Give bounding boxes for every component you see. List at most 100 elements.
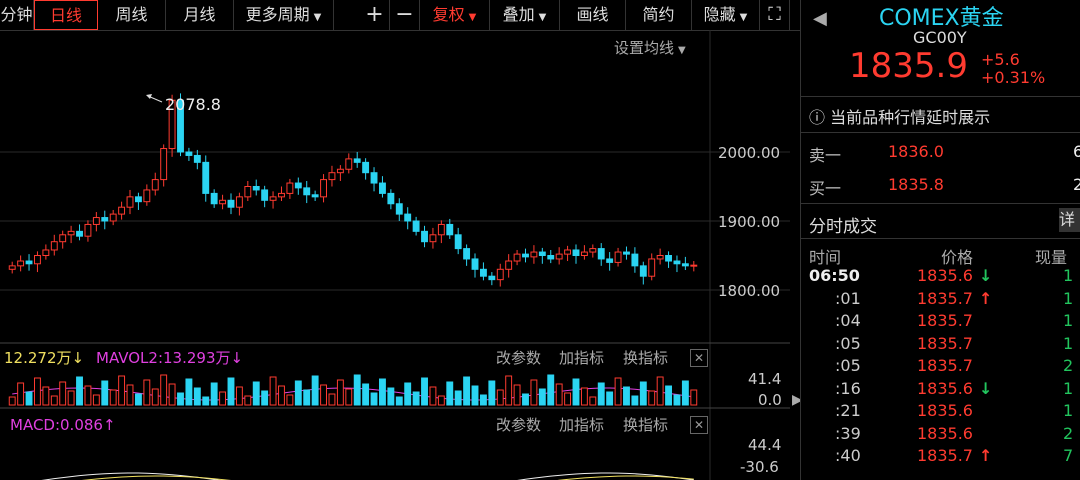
candle-body (17, 260, 25, 267)
macd-params-button[interactable]: 改参数 (496, 416, 542, 434)
volume-bar (589, 396, 597, 406)
buy-label: 买一 (809, 179, 842, 198)
candle-body (126, 196, 134, 208)
symbol-name: COMEX黄金 (879, 6, 1004, 31)
trade-row: :16 1835.6 ↓ 1 (801, 379, 1080, 401)
draw-line-button[interactable]: 画线 (560, 0, 626, 30)
candle-body (286, 182, 294, 194)
close-icon[interactable]: ✕ (690, 416, 708, 434)
candle-body (589, 248, 597, 253)
trade-volume: 2 (1063, 423, 1074, 443)
candle-body (42, 249, 50, 256)
macd-switch-indicator-button[interactable]: 换指标 (623, 416, 669, 434)
macd-value: MACD:0.086↑ (10, 416, 116, 434)
volume-bar (311, 375, 319, 406)
candle-body (353, 158, 361, 163)
candle-body (665, 255, 672, 262)
chevron-down-icon: ▼ (678, 45, 686, 56)
volume-bar (118, 375, 126, 406)
volume-bar (597, 382, 605, 406)
close-icon[interactable]: ✕ (690, 349, 708, 367)
sell-volume: 6 (1073, 142, 1080, 161)
candle-body (429, 234, 437, 243)
candle-body (463, 248, 471, 260)
volume-bar (454, 390, 462, 406)
volume-bar (303, 389, 311, 406)
trade-price: 1835.6 (917, 401, 973, 420)
arrow-down-icon: ↓ (230, 349, 244, 367)
candle-body (379, 182, 386, 194)
candle-body (673, 260, 681, 265)
candle-body (345, 158, 353, 170)
collapse-panel-icon[interactable]: ▶ (792, 392, 803, 408)
trade-time: :01 (835, 288, 861, 308)
volume-bar (631, 395, 639, 406)
tab-daily[interactable]: 日线 (34, 0, 98, 30)
simple-mode-button[interactable]: 简约 (626, 0, 692, 30)
volume-bar (606, 391, 614, 406)
symbol-code: GC00Y (913, 28, 967, 47)
vol-params-button[interactable]: 改参数 (496, 349, 542, 367)
candle-body (471, 258, 479, 270)
candle-body (656, 255, 664, 260)
tab-monthly[interactable]: 月线 (166, 0, 234, 30)
fuquan-button[interactable]: 复权 ▼ (420, 0, 490, 30)
volume-bar (134, 393, 142, 406)
trade-row: :05 1835.7 2 (801, 356, 1080, 378)
arrow-down-icon: ↓ (71, 349, 85, 367)
candle-body (25, 260, 33, 265)
candle-body (421, 230, 428, 243)
tab-minute[interactable]: 分钟 (0, 0, 34, 30)
chevron-down-icon: ▼ (468, 12, 477, 23)
candle-body (252, 186, 260, 191)
vol-tick-zero: 0.0 (758, 391, 782, 409)
volume-bar (160, 374, 168, 406)
tab-more-periods[interactable]: 更多周期 ▼ (234, 0, 334, 30)
buy-price: 1835.8 (888, 175, 944, 194)
volume-bar (8, 396, 16, 406)
candle-body (193, 154, 201, 163)
col-time: 时间 (809, 248, 842, 267)
high-label: 2078.8 (165, 95, 221, 114)
candle-body (235, 196, 243, 208)
volume-bar (547, 374, 555, 406)
price-tick-2000: 2000.00 (718, 144, 780, 162)
detail-button[interactable]: 详 (1059, 208, 1080, 232)
zoom-out-button[interactable]: − (390, 0, 420, 30)
zoom-in-button[interactable]: + (360, 0, 390, 30)
macd-add-indicator-button[interactable]: 加指标 (559, 416, 605, 434)
vol-switch-indicator-button[interactable]: 换指标 (623, 349, 669, 367)
hide-button[interactable]: 隐藏 ▼ (692, 0, 760, 30)
last-price: 1835.9 (849, 46, 968, 86)
candle-body (387, 192, 395, 205)
overlay-button[interactable]: 叠加 ▼ (490, 0, 560, 30)
volume-bar (564, 392, 572, 406)
fullscreen-icon[interactable]: ⛶ (760, 0, 790, 30)
candle-body (311, 194, 319, 198)
volume-bar (690, 389, 698, 406)
col-volume: 现量 (1035, 248, 1068, 267)
high-annotation: 2078.8 (146, 94, 221, 114)
volume-bar (513, 384, 521, 406)
kline-chart[interactable]: 2078.8 2000.00 1900.00 1800.00 41.4 0.0 … (0, 30, 790, 480)
candle-body (134, 196, 142, 203)
price-tick-1900: 1900.00 (718, 213, 780, 231)
volume-bar (362, 383, 370, 406)
volume-panel-header: 12.272万↓ MAVOL2:13.293万↓ 改参数 加指标 换指标 ✕ (0, 347, 710, 369)
candle-body (109, 213, 117, 222)
volume-bar (227, 377, 235, 406)
trade-price: 1835.6 (917, 423, 973, 443)
candle-body (513, 253, 521, 262)
volume-bar (580, 387, 588, 406)
set-ma-button[interactable]: 设置均线 ▼ (614, 39, 686, 57)
volume-bar (488, 380, 496, 406)
volume-bar (496, 389, 504, 406)
price-axis: 2000.00 1900.00 1800.00 (718, 144, 780, 300)
candle-body (336, 168, 344, 174)
trade-volume: 1 (1063, 378, 1074, 398)
tab-weekly[interactable]: 周线 (98, 0, 166, 30)
vol-add-indicator-button[interactable]: 加指标 (559, 349, 605, 367)
arrow-down-icon: ↓ (979, 266, 993, 285)
prev-symbol-icon[interactable]: ◀ (813, 8, 827, 29)
trade-time: :05 (835, 333, 861, 353)
